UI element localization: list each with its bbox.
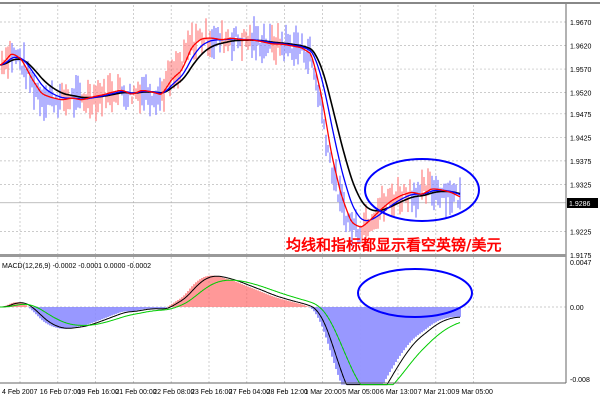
slow-ma-line	[0, 39, 461, 212]
highlight-ellipse-macd	[357, 268, 473, 318]
time-tick-label: 16 Feb 07:00	[40, 389, 81, 396]
panel-separator	[0, 254, 566, 257]
macd-panel	[0, 275, 461, 386]
time-tick-label: 4 Feb 2007	[2, 389, 38, 396]
current-price-tag: 1.9286	[567, 198, 598, 208]
price-tick-label: 1.9325	[570, 182, 592, 189]
time-tick-label: 9 Mar 05:00	[456, 389, 493, 396]
moving-averages	[0, 37, 461, 228]
price-tick-label: 1.9520	[570, 91, 592, 98]
annotation-text: 均线和指标都显示看空英镑/美元	[286, 236, 501, 254]
mid-ma-line	[0, 38, 461, 222]
axis-ticks: 1.9670 1.9620 1.9570 1.9520 1.9475 1.9425 1.93…	[2, 20, 592, 396]
time-tick-label: 23 Feb 16:00	[191, 389, 232, 396]
price-tick-label: 1.9225	[570, 229, 592, 236]
macd-tick-label: 0.00	[570, 305, 584, 312]
fast-ma-line	[0, 37, 461, 228]
price-tick-label: 1.9570	[570, 67, 592, 74]
price-tick-label: 1.9375	[570, 159, 592, 166]
price-tick-label: 1.9475	[570, 112, 592, 119]
macd-signal-line	[0, 279, 461, 386]
time-tick-label: 28 Feb 12:00	[267, 389, 308, 396]
macd-tick-label: -0.008	[570, 377, 590, 384]
time-tick-label: 5 Mar 05:00	[342, 389, 379, 396]
macd-label: MACD(12,26,9) -0.0002 -0.0001 0.0000 -0.…	[2, 263, 151, 270]
time-tick-label: 6 Mar 13:00	[380, 389, 417, 396]
price-tick-label: 1.9670	[570, 20, 592, 27]
highlight-ellipse-price	[364, 158, 480, 222]
time-tick-label: 19 Feb 16:00	[78, 389, 119, 396]
price-tick-label: 1.9175	[570, 253, 592, 260]
macd-tick-label: 0.0047	[570, 260, 592, 267]
price-tick-label: 1.9425	[570, 135, 592, 142]
time-tick-label: 1 Mar 20:00	[304, 389, 341, 396]
time-tick-label: 21 Feb 00:00	[115, 389, 156, 396]
time-tick-label: 22 Feb 08:00	[153, 389, 194, 396]
price-bars	[1, 16, 461, 247]
time-tick-label: 7 Mar 21:00	[418, 389, 455, 396]
current-price-label: 1.9286	[569, 201, 591, 208]
time-tick-label: 27 Feb 04:00	[229, 389, 270, 396]
axes	[0, 2, 600, 384]
price-tick-label: 1.9620	[570, 44, 592, 51]
